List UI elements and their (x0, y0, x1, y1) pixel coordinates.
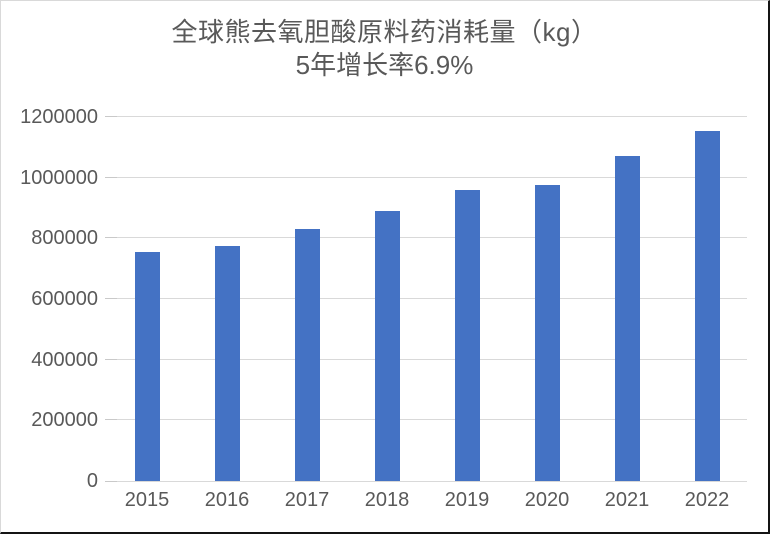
x-axis-label: 2022 (684, 489, 730, 511)
y-axis-tick (105, 176, 117, 178)
gridline (107, 358, 747, 360)
x-axis-label: 2019 (444, 489, 490, 511)
x-axis: 2015 2016 2017 2018 2019 2020 2021 2022 (107, 488, 747, 518)
bar-2022 (694, 130, 720, 481)
x-axis-label: 2016 (204, 489, 250, 511)
y-axis-label: 1000000 (20, 166, 98, 189)
chart-title: 全球熊去氧胆酸原料药消耗量（kg） (171, 17, 598, 47)
y-axis-label: 1200000 (20, 106, 98, 128)
gridline (107, 116, 747, 117)
bar-2019 (454, 189, 480, 481)
y-axis-tick (105, 481, 117, 482)
x-axis-label: 2017 (284, 489, 330, 511)
y-axis-label: 600000 (31, 288, 98, 310)
y-axis-label: 800000 (31, 227, 98, 250)
y-axis-label: 200000 (31, 409, 98, 432)
y-axis-tick (105, 358, 117, 360)
bar-2015 (134, 252, 160, 481)
bar-2017 (294, 229, 320, 481)
y-axis-tick (105, 116, 117, 117)
y-axis-tick (105, 237, 117, 239)
chart-title-block: 全球熊去氧胆酸原料药消耗量（kg） 5年增长率6.9% (1, 15, 768, 82)
y-axis-tick (105, 419, 117, 421)
gridline (107, 237, 747, 239)
y-axis-label: 400000 (31, 348, 98, 371)
gridline (107, 419, 747, 421)
plot-area (105, 116, 747, 482)
y-axis-tick (105, 298, 117, 299)
chart-subtitle: 5年增长率6.9% (295, 50, 474, 80)
y-axis-label: 0 (86, 470, 98, 492)
gridline (107, 298, 747, 299)
x-axis-label: 2018 (364, 489, 410, 511)
bar-2018 (374, 211, 400, 481)
y-axis: 0 200000 400000 600000 800000 1000000 1200000 (1, 107, 98, 491)
gridline (107, 176, 747, 178)
bar-2021 (614, 156, 640, 481)
bar-2016 (214, 245, 240, 481)
bar-2020 (534, 185, 560, 481)
x-axis-label: 2020 (524, 489, 570, 511)
x-axis-label: 2021 (604, 489, 650, 511)
x-axis-label: 2015 (124, 489, 170, 511)
